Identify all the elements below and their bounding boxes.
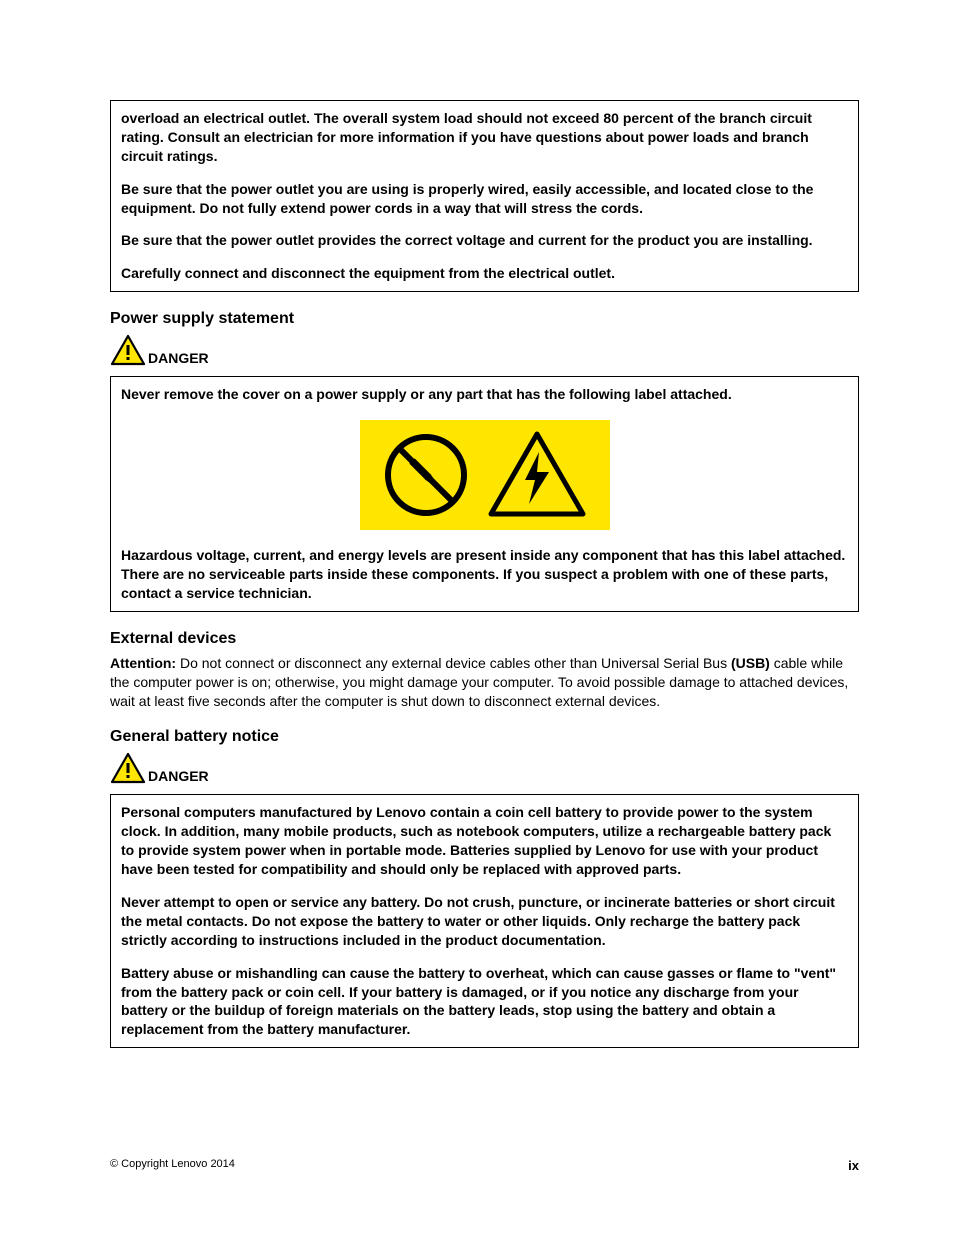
warning-box-overload: overload an electrical outlet. The overa… — [110, 100, 859, 292]
danger-row-1: DANGER — [110, 334, 859, 366]
warning-triangle-icon — [110, 752, 146, 784]
attention-text-1: Do not connect or disconnect any externa… — [176, 655, 731, 671]
warning-triangle-icon — [110, 334, 146, 366]
external-devices-paragraph: Attention: Do not connect or disconnect … — [110, 654, 859, 711]
warning-box-battery: Personal computers manufactured by Lenov… — [110, 794, 859, 1048]
box3-p1: Personal computers manufactured by Lenov… — [121, 803, 848, 879]
danger-label-2: DANGER — [148, 768, 209, 784]
usb-bold: (USB) — [731, 655, 770, 671]
box3-p2: Never attempt to open or service any bat… — [121, 893, 848, 950]
box1-p3: Be sure that the power outlet provides t… — [121, 231, 848, 250]
heading-power-supply: Power supply statement — [110, 310, 859, 328]
box1-p2: Be sure that the power outlet you are us… — [121, 180, 848, 218]
page-footer: © Copyright Lenovo 2014 ix — [110, 1158, 859, 1173]
page-number: ix — [848, 1158, 859, 1173]
box1-p1: overload an electrical outlet. The overa… — [121, 109, 848, 166]
warning-box-power-supply: Never remove the cover on a power supply… — [110, 376, 859, 612]
box3-p3: Battery abuse or mishandling can cause t… — [121, 964, 848, 1040]
danger-label-1: DANGER — [148, 350, 209, 366]
box1-p4: Carefully connect and disconnect the equ… — [121, 264, 848, 283]
danger-row-2: DANGER — [110, 752, 859, 784]
high-voltage-triangle-icon — [487, 430, 587, 520]
heading-battery-notice: General battery notice — [110, 728, 859, 746]
no-screwdriver-icon — [383, 432, 469, 518]
copyright-text: © Copyright Lenovo 2014 — [110, 1158, 235, 1173]
heading-external-devices: External devices — [110, 630, 859, 648]
hazard-label-graphic — [360, 420, 610, 530]
attention-label: Attention: — [110, 655, 176, 671]
document-page: overload an electrical outlet. The overa… — [0, 0, 954, 1235]
box2-p2: Hazardous voltage, current, and energy l… — [121, 546, 848, 603]
box2-p1: Never remove the cover on a power supply… — [121, 385, 848, 404]
